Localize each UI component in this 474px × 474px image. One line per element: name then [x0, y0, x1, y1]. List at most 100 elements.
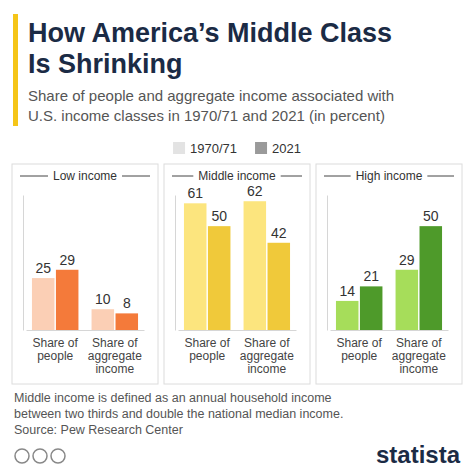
legend: 1970/71 2021 — [173, 141, 301, 156]
header-rule — [20, 176, 48, 177]
x-tick-label: Share ofaggregateincome — [392, 336, 446, 376]
data-labels: 25 10 29 8 — [35, 252, 130, 312]
legend-label: 2021 — [272, 141, 301, 156]
tick-label-line: aggregate — [88, 349, 142, 363]
x-tick: Share ofaggregateincome — [392, 330, 446, 376]
panel-frame — [316, 164, 462, 384]
y-axis-line — [175, 196, 176, 331]
tick-label-line: income — [247, 362, 286, 376]
bar — [360, 286, 383, 330]
header-rule — [172, 176, 193, 177]
bar — [32, 278, 55, 330]
panel-frame — [164, 164, 310, 384]
header-rule — [122, 176, 150, 177]
panel-title: Middle income — [198, 169, 276, 183]
x-tick-label: Share ofpeople — [337, 336, 383, 363]
data-label: 42 — [271, 225, 287, 241]
data-label: 8 — [123, 295, 131, 311]
y-axis-line — [23, 196, 24, 331]
legend-swatch — [173, 142, 185, 154]
x-axis-line — [179, 330, 297, 331]
x-tick-label: Share ofpeople — [185, 336, 231, 363]
x-axis-line — [331, 330, 449, 331]
accent-bar — [13, 14, 18, 126]
tick-label-line: Share of — [33, 336, 79, 350]
bar — [244, 201, 267, 330]
x-tick-label: Share ofaggregateincome — [240, 336, 294, 376]
y-axis — [327, 196, 328, 331]
data-label: 61 — [187, 185, 203, 201]
bar — [208, 226, 231, 330]
panel: High income14292150Share ofpeopleShare o… — [316, 164, 462, 384]
tick-label-line: Share of — [185, 336, 231, 350]
data-label: 14 — [339, 283, 355, 299]
data-label: 50 — [423, 208, 439, 224]
tick-label-line: people — [189, 349, 225, 363]
data-label: 21 — [363, 268, 379, 284]
tick-label-line: income — [399, 362, 438, 376]
subtitle: Share of people and aggregate income ass… — [28, 87, 394, 104]
licence-icon — [15, 449, 29, 463]
licence-icon — [51, 449, 65, 463]
x-axis: Share ofpeopleShare ofaggregateincome — [179, 330, 297, 376]
panel-title: High income — [356, 169, 423, 183]
data-labels: 61625042 — [187, 183, 286, 241]
x-tick-label: Share ofpeople — [33, 336, 79, 363]
data-labels: 14 29 21 50 — [339, 208, 438, 299]
bar — [420, 226, 443, 330]
header-rule — [427, 176, 454, 177]
bar — [184, 203, 207, 330]
legend-label: 1970/71 — [190, 141, 237, 156]
data-label: 29 — [399, 252, 415, 268]
x-tick: Share ofaggregateincome — [88, 330, 142, 376]
bars — [32, 270, 138, 330]
x-axis: Share ofpeopleShare ofaggregateincome — [331, 330, 449, 376]
panel: Middle income61625042Share ofpeopleShare… — [164, 164, 310, 384]
x-axis-line — [27, 330, 145, 331]
header-rule — [281, 176, 302, 177]
x-axis: Share ofpeopleShare ofaggregateincome — [27, 330, 145, 376]
note: between two thirds and double the nation… — [14, 407, 343, 421]
bars — [184, 201, 290, 330]
bar — [92, 309, 115, 330]
licence-icon — [33, 449, 47, 463]
logo: statista — [376, 441, 461, 468]
panel-title: Low income — [53, 169, 117, 183]
y-axis-line — [327, 196, 328, 331]
bars — [336, 226, 442, 330]
x-tick-label: Share ofaggregateincome — [88, 336, 142, 376]
tick-label-line: aggregate — [392, 349, 446, 363]
tick-label-line: people — [341, 349, 377, 363]
panel: Low income2510298Share ofpeopleShare ofa… — [12, 164, 158, 384]
data-label: 62 — [247, 183, 263, 199]
title: How America’s Middle Class — [28, 18, 392, 48]
chart-root: How America’s Middle ClassIs Shrinking Sh… — [0, 0, 474, 474]
x-tick: Share ofaggregateincome — [240, 330, 294, 376]
data-label: 29 — [59, 252, 75, 268]
source: Source: Pew Research Center — [14, 423, 183, 437]
y-axis — [175, 196, 176, 331]
bar — [396, 270, 419, 330]
legend-swatch — [255, 142, 267, 154]
tick-label-line: Share of — [244, 336, 290, 350]
subtitle: U.S. income classes in 1970/71 and 2021 … — [28, 107, 385, 124]
x-tick: Share ofpeople — [337, 330, 383, 363]
x-tick: Share ofpeople — [33, 330, 79, 363]
tick-label-line: people — [37, 349, 73, 363]
tick-label-line: Share of — [396, 336, 442, 350]
title: Is Shrinking — [28, 49, 183, 79]
header-rule — [324, 176, 351, 177]
panel-frame — [12, 164, 158, 384]
bar — [336, 301, 359, 330]
background — [0, 0, 474, 474]
tick-label-line: aggregate — [240, 349, 294, 363]
x-tick: Share ofpeople — [185, 330, 231, 363]
y-axis — [23, 196, 24, 331]
bar — [116, 313, 139, 330]
tick-label-line: Share of — [337, 336, 383, 350]
tick-label-line: Share of — [92, 336, 138, 350]
tick-label-line: income — [95, 362, 134, 376]
bar — [56, 270, 79, 330]
data-label: 25 — [35, 260, 51, 276]
data-label: 10 — [95, 291, 111, 307]
